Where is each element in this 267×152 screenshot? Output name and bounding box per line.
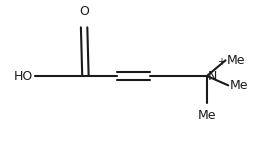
Text: +: +	[217, 57, 225, 67]
Text: Me: Me	[227, 54, 245, 67]
Text: O: O	[79, 5, 89, 18]
Text: Me: Me	[198, 109, 216, 123]
Text: HO: HO	[14, 69, 33, 83]
Text: N: N	[208, 69, 217, 83]
Text: Me: Me	[230, 79, 248, 92]
